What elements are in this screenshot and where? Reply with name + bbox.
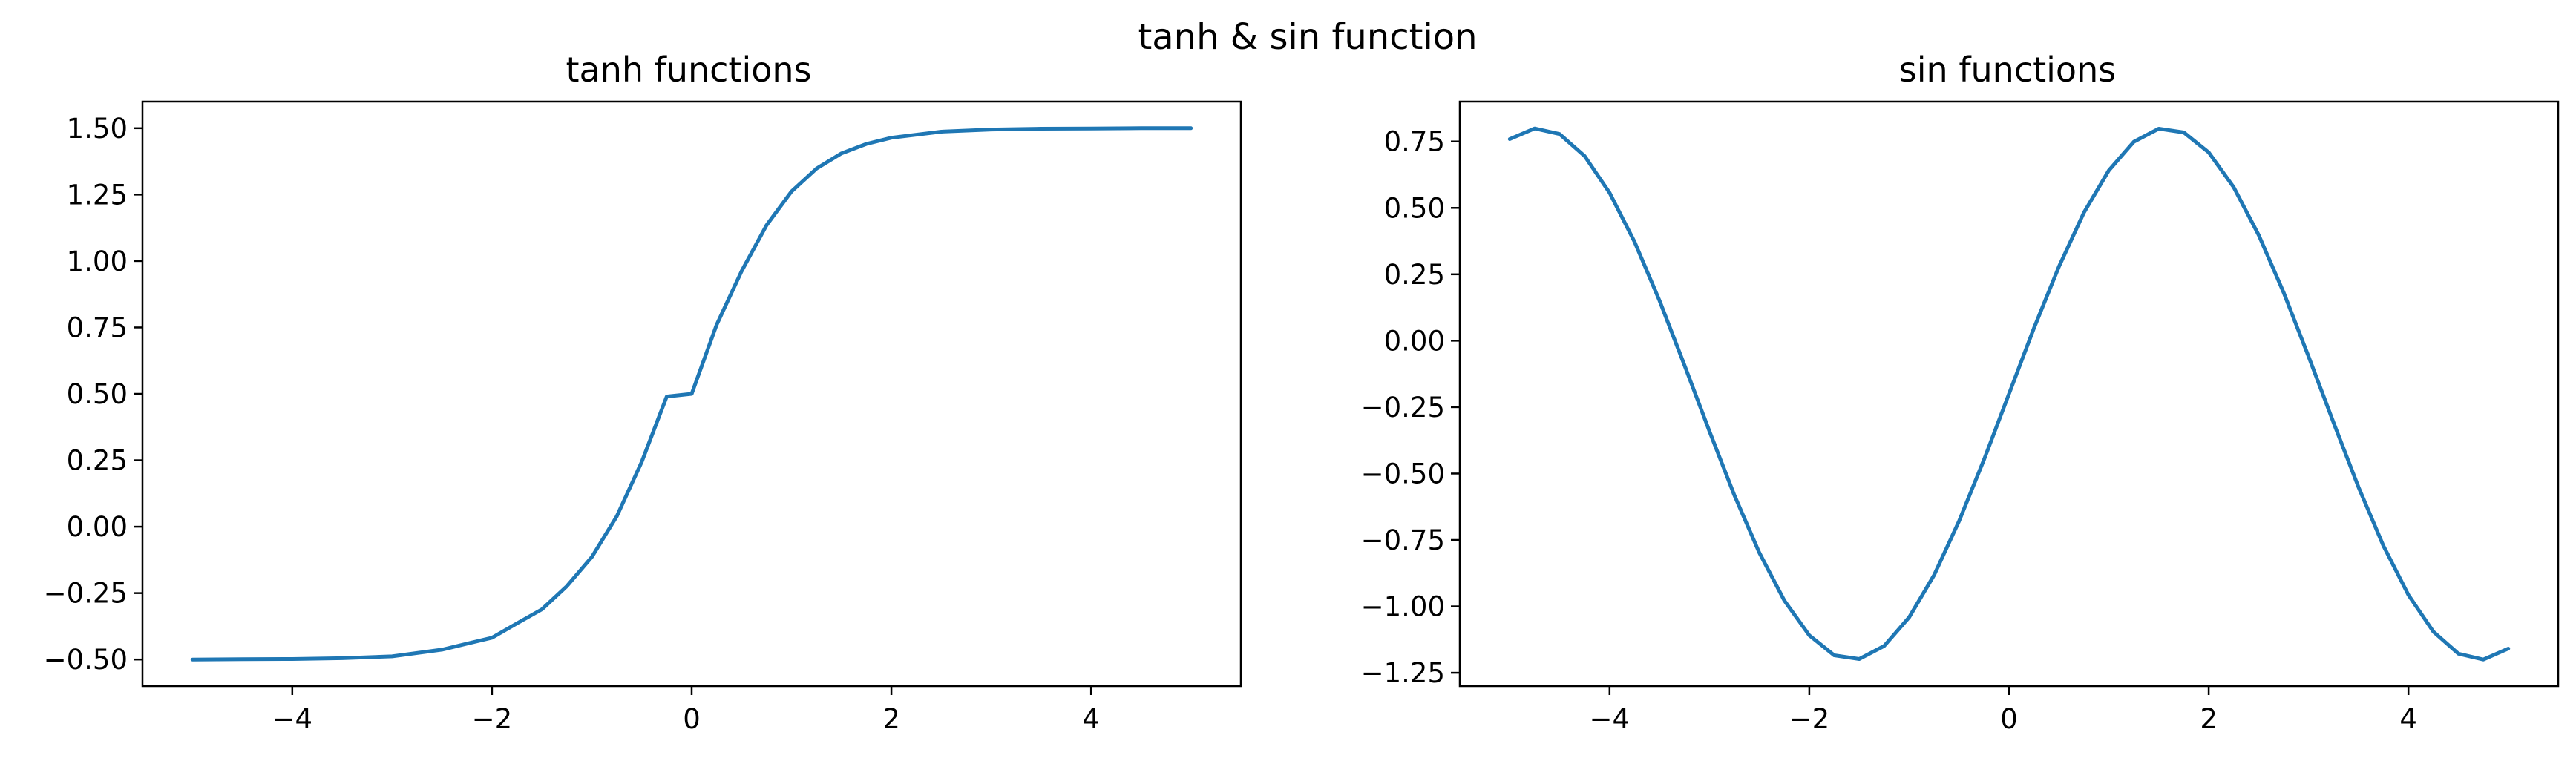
- sin-y-tick-label: −1.00: [1361, 591, 1445, 623]
- tanh-chart-marks: [190, 126, 1193, 662]
- sin-x-tick-label: 0: [2000, 703, 2018, 735]
- tanh-y-tick-label: −0.50: [44, 644, 128, 676]
- tanh-chart-ticks: −4 −2 0 2 4 −0.50 −0.25 0.00 0.25 0.50 0.75 1.00 1.2…: [44, 113, 1100, 735]
- tanh-y-tick-label: 0.00: [67, 511, 128, 543]
- tanh-x-tick-label: −4: [272, 703, 313, 735]
- sin-x-tick-label: −2: [1789, 703, 1830, 735]
- sin-chart-ticks: −4 −2 0 2 4 −1.25 −1.00 −0.75 −0.50 −0.25 0.00 0.25…: [1361, 126, 2417, 735]
- sin-series-line: [1507, 126, 2511, 662]
- tanh-chart-frame: [141, 100, 1242, 688]
- tanh-x-tick-label: −2: [472, 703, 513, 735]
- sin-chart-title: sin functions: [1899, 50, 2116, 90]
- tanh-series-line: [190, 126, 1193, 662]
- sin-y-tick-label: −0.50: [1361, 458, 1445, 490]
- tanh-y-tick-label: 0.75: [67, 312, 128, 343]
- tanh-x-tick-label: 0: [683, 703, 701, 735]
- tanh-y-tick-label: 1.00: [67, 246, 128, 277]
- sin-y-tick-label: −0.75: [1361, 524, 1445, 556]
- sin-x-tick-label: 4: [2399, 703, 2417, 735]
- sin-y-tick-label: −1.25: [1361, 657, 1445, 689]
- sin-y-tick-label: −0.25: [1361, 392, 1445, 424]
- tanh-y-tick-label: 0.25: [67, 445, 128, 477]
- tanh-chart: tanh functions −4 −2 0 2 4 −0.50 −0.25 0.00 0.25…: [44, 50, 1242, 735]
- sin-x-tick-label: 2: [2200, 703, 2218, 735]
- tanh-y-tick-label: 1.50: [67, 113, 128, 145]
- tanh-x-tick-label: 2: [882, 703, 900, 735]
- figure-suptitle: tanh & sin function: [1138, 16, 1477, 58]
- tanh-y-tick-label: 1.25: [67, 179, 128, 211]
- sin-y-tick-label: 0.75: [1384, 126, 1445, 158]
- tanh-x-tick-label: 4: [1082, 703, 1100, 735]
- sin-chart: sin functions −4 −2 0 2 4 −1.25 −1.00 −0.75 −0.5…: [1361, 50, 2560, 735]
- tanh-y-tick-label: 0.50: [67, 378, 128, 410]
- sin-y-tick-label: 0.00: [1384, 325, 1445, 357]
- sin-y-tick-label: 0.50: [1384, 192, 1445, 224]
- tanh-chart-title: tanh functions: [566, 50, 811, 90]
- sin-chart-frame: [1458, 100, 2560, 688]
- sin-x-tick-label: −4: [1590, 703, 1631, 735]
- tanh-y-tick-label: −0.25: [44, 578, 128, 610]
- sin-y-tick-label: 0.25: [1384, 259, 1445, 291]
- sin-chart-marks: [1507, 126, 2511, 662]
